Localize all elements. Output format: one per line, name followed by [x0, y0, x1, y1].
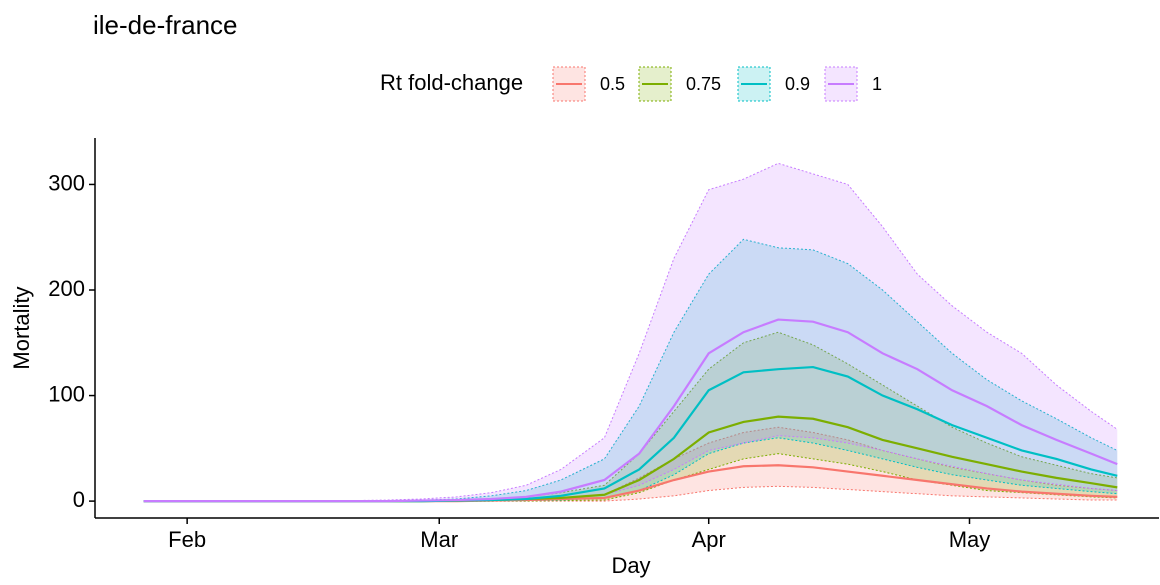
ribbon-lower	[143, 435, 1118, 502]
legend-label: 0.5	[600, 74, 625, 94]
y-tick-label: 100	[48, 381, 85, 406]
legend-title: Rt fold-change	[380, 70, 523, 95]
ribbon	[143, 163, 1118, 502]
median-line	[143, 318, 1118, 503]
ribbon-upper	[143, 238, 1118, 502]
x-tick-label: Apr	[692, 527, 726, 552]
legend-label: 0.75	[686, 74, 721, 94]
y-axis-label: Mortality	[9, 286, 34, 369]
y-tick-label: 0	[73, 487, 85, 512]
x-tick-label: Mar	[420, 527, 458, 552]
ribbon-lower	[143, 485, 1118, 502]
y-tick-label: 200	[48, 276, 85, 301]
ribbon-lower	[143, 453, 1118, 502]
legend-label: 1	[872, 74, 882, 94]
x-axis-label: Day	[611, 553, 650, 578]
x-tick-label: May	[949, 527, 991, 552]
x-tick-label: Feb	[168, 527, 206, 552]
y-tick-label: 300	[48, 170, 85, 195]
legend-label: 0.9	[785, 74, 810, 94]
ribbon	[143, 332, 1118, 502]
chart-title: ile-de-france	[93, 10, 238, 40]
ribbon	[143, 427, 1118, 502]
